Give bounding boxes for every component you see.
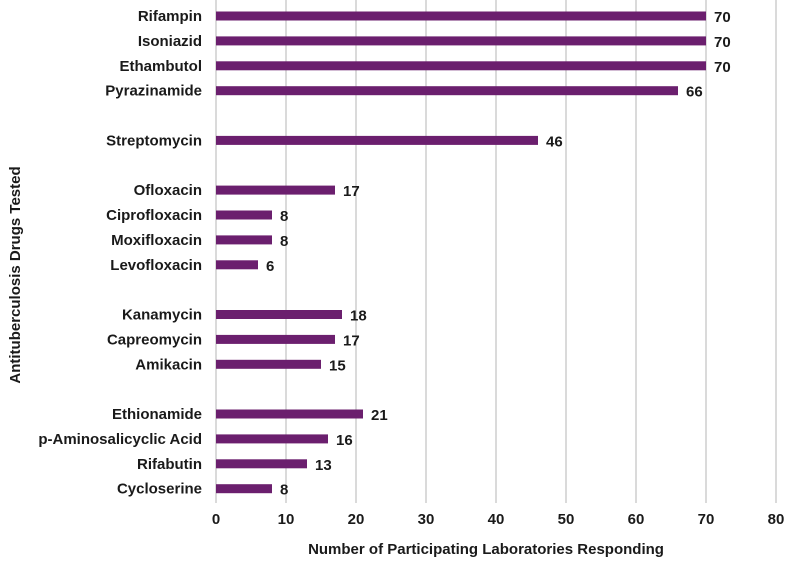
category-label: Moxifloxacin — [111, 232, 202, 249]
bar — [216, 135, 538, 145]
x-tick-label: 70 — [698, 511, 715, 528]
category-labels: Rifampin Isoniazid Ethambutol Pyrazinamide S… — [38, 8, 202, 498]
x-tick-label: 10 — [278, 511, 295, 528]
category-label: Pyrazinamide — [105, 83, 202, 100]
x-tick-label: 60 — [628, 511, 645, 528]
bar — [216, 310, 342, 319]
category-label: Cycloserine — [117, 481, 202, 498]
data-label: 70 — [714, 34, 731, 51]
category-label: Isoniazid — [138, 33, 202, 50]
data-label: 70 — [714, 9, 731, 26]
bar — [216, 359, 321, 369]
data-label: 17 — [343, 332, 360, 349]
bar — [216, 334, 335, 344]
data-label: 6 — [266, 258, 274, 275]
category-label: p-Aminosalicyclic Acid — [38, 431, 202, 448]
data-label: 8 — [280, 482, 288, 499]
category-label: Rifampin — [138, 8, 202, 25]
bar — [216, 36, 706, 46]
data-label: 66 — [686, 84, 703, 101]
bar — [216, 185, 335, 195]
data-label: 18 — [350, 308, 367, 325]
bar — [216, 11, 706, 21]
data-label: 21 — [371, 407, 388, 424]
bar — [216, 235, 272, 245]
bar — [216, 409, 363, 419]
x-axis-title: Number of Participating Laboratories Res… — [308, 541, 664, 558]
category-label: Amikacin — [135, 356, 202, 373]
category-label: Levofloxacin — [110, 257, 202, 274]
category-label: Ethambutol — [120, 58, 203, 75]
data-label: 70 — [714, 59, 731, 76]
data-label: 15 — [329, 357, 346, 374]
x-tick-label: 30 — [418, 511, 435, 528]
x-tick-label: 80 — [768, 511, 785, 528]
gridlines — [215, 0, 777, 503]
bar — [216, 459, 307, 469]
data-label: 17 — [343, 183, 360, 200]
bar — [216, 434, 328, 444]
category-label: Ofloxacin — [134, 182, 202, 199]
data-label: 46 — [546, 133, 563, 150]
x-tick-label: 20 — [348, 511, 365, 528]
bars — [216, 11, 706, 494]
x-tick-labels: 0 10 20 30 40 50 60 70 80 — [212, 511, 785, 528]
bar — [216, 210, 272, 220]
category-label: Ethionamide — [112, 406, 202, 423]
category-label: Capreomycin — [107, 331, 202, 348]
bar — [216, 86, 678, 96]
category-label: Kanamycin — [122, 307, 202, 324]
x-tick-label: 0 — [212, 511, 220, 528]
bar — [216, 260, 258, 270]
category-label: Ciprofloxacin — [106, 207, 202, 224]
category-label: Rifabutin — [137, 456, 202, 473]
data-label: 8 — [280, 208, 288, 225]
data-label: 13 — [315, 457, 332, 474]
data-label: 8 — [280, 233, 288, 250]
y-axis-title: Antituberculosis Drugs Tested — [7, 166, 24, 383]
x-tick-label: 50 — [558, 511, 575, 528]
bar — [216, 484, 272, 494]
x-tick-label: 40 — [488, 511, 505, 528]
bar — [216, 61, 706, 71]
category-label: Streptomycin — [106, 132, 202, 149]
data-label: 16 — [336, 432, 353, 449]
